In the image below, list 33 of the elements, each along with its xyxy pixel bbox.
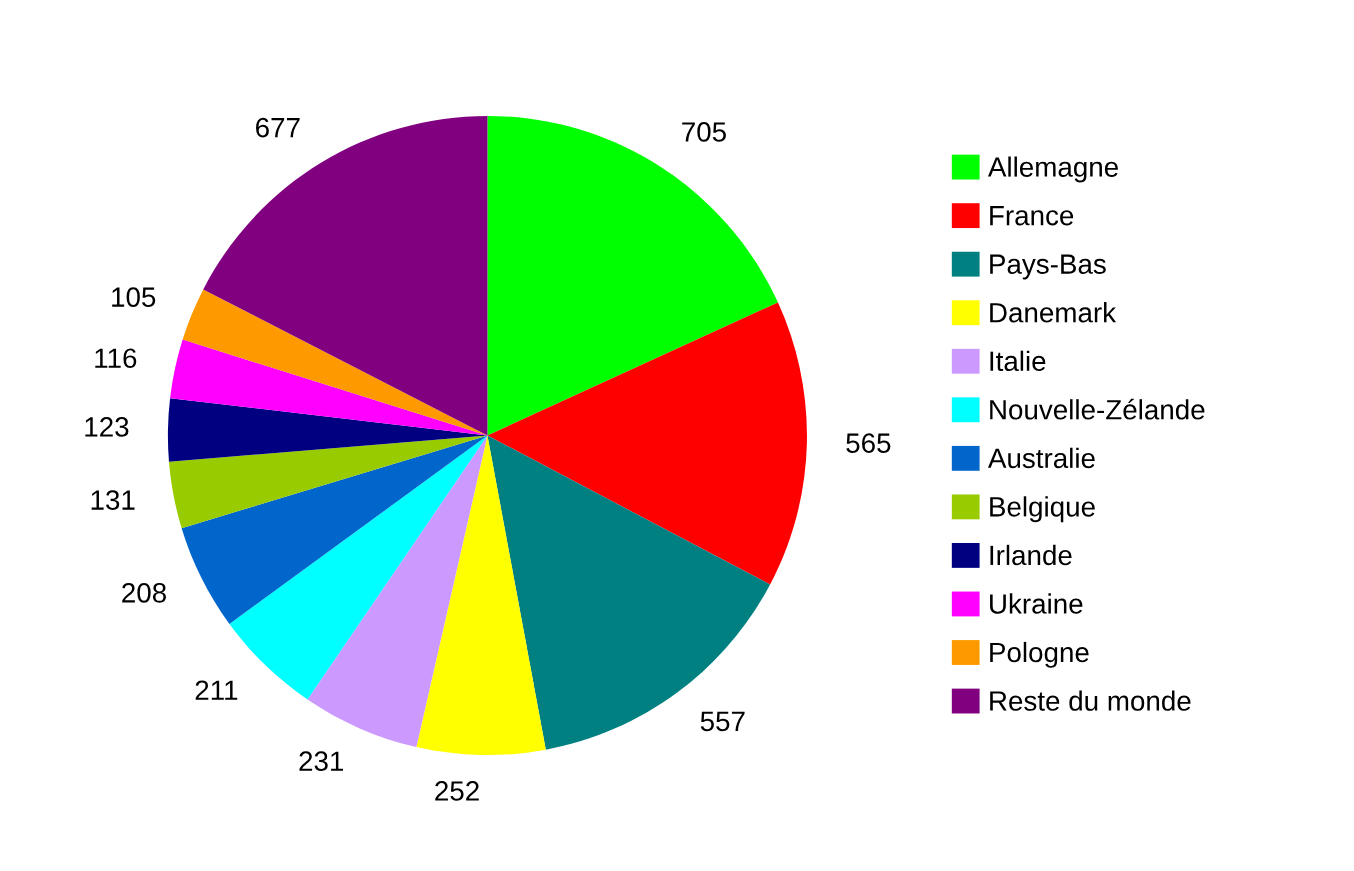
pie-slice bbox=[307, 435, 488, 748]
legend-label: Irlande bbox=[990, 544, 1072, 566]
pie-slice bbox=[182, 289, 488, 436]
legend-label: Allemagne bbox=[987, 156, 1118, 183]
pie-slice bbox=[203, 115, 488, 436]
data-label: 105 bbox=[112, 287, 156, 307]
data-label: 677 bbox=[256, 117, 300, 138]
data-label: 131 bbox=[91, 490, 135, 510]
legend-label: Reste du monde bbox=[990, 690, 1191, 711]
data-label: 116 bbox=[95, 348, 137, 369]
data-label: 705 bbox=[682, 122, 726, 142]
pie-slice bbox=[487, 435, 771, 750]
data-label: 211 bbox=[195, 680, 238, 700]
data-label: 557 bbox=[700, 711, 745, 732]
data-label: 565 bbox=[846, 433, 891, 453]
legend-label: Italie bbox=[990, 350, 1046, 372]
legend-label: Danemark bbox=[990, 302, 1117, 323]
legend-label: Pays-Bas bbox=[990, 254, 1106, 280]
legend-label: Australie bbox=[987, 447, 1095, 469]
legend-label: Ukraine bbox=[990, 593, 1083, 614]
data-label: 231 bbox=[299, 751, 344, 772]
pie-slice bbox=[181, 435, 488, 625]
legend-label: Nouvelle-Zélande bbox=[990, 398, 1205, 420]
pie-slice bbox=[487, 115, 778, 436]
pie-slice bbox=[416, 435, 546, 756]
legend-label: Belgique bbox=[990, 496, 1095, 523]
data-label: 252 bbox=[435, 781, 479, 801]
legend-label: Pologne bbox=[990, 641, 1089, 668]
legend-label: France bbox=[990, 206, 1074, 226]
pie-slice bbox=[167, 398, 488, 462]
data-label: 123 bbox=[85, 417, 129, 437]
pie-slice bbox=[487, 302, 807, 585]
data-label: 208 bbox=[122, 583, 166, 603]
